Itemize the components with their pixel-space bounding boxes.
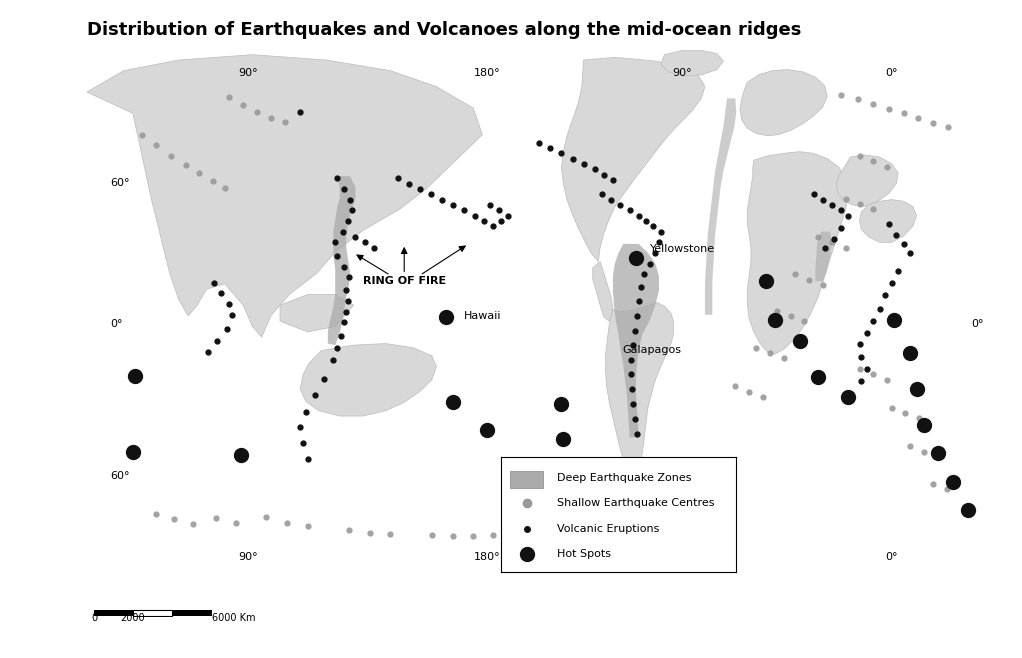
Text: Distribution of Earthquakes and Volcanoes along the mid-ocean ridges: Distribution of Earthquakes and Volcanoe… [87,21,801,39]
Text: 180°: 180° [473,68,501,78]
Polygon shape [740,70,828,136]
Text: 60°: 60° [110,470,130,481]
Text: 0°: 0° [885,68,898,78]
Polygon shape [561,57,705,261]
Polygon shape [661,51,724,76]
Text: 6000 Km: 6000 Km [212,613,256,623]
Text: 2000: 2000 [121,613,145,623]
Polygon shape [747,152,848,354]
Polygon shape [613,244,659,438]
Text: Galapagos: Galapagos [622,345,682,355]
Text: 0°: 0° [971,319,983,329]
Text: Volcanic Eruptions: Volcanic Eruptions [557,524,659,534]
Text: 60°: 60° [110,178,130,188]
Text: Shallow Earthquake Centres: Shallow Earthquake Centres [557,498,714,509]
Bar [133,610,173,617]
Text: 90°: 90° [672,68,692,78]
Polygon shape [87,55,482,337]
Bar [173,610,212,617]
Text: 0°: 0° [110,319,123,329]
Polygon shape [593,261,613,321]
Text: 90°: 90° [238,552,258,562]
Polygon shape [860,199,917,242]
Text: Hot Spots: Hot Spots [557,549,611,559]
Polygon shape [328,176,356,345]
Polygon shape [606,303,673,477]
Polygon shape [705,99,736,315]
Bar [94,610,133,617]
Polygon shape [300,343,436,416]
Text: 0: 0 [91,613,97,623]
Polygon shape [816,232,832,281]
Text: 180°: 180° [473,552,501,562]
Text: 0°: 0° [885,552,898,562]
Text: Deep Earthquake Zones: Deep Earthquake Zones [557,473,692,483]
Text: 90°: 90° [238,68,258,78]
Text: RING OF FIRE: RING OF FIRE [363,276,446,286]
Polygon shape [836,155,898,207]
Bar [510,471,543,488]
Text: Yellowstone: Yellowstone [650,244,715,254]
Text: Hawaii: Hawaii [464,311,502,321]
Polygon shape [280,295,354,332]
